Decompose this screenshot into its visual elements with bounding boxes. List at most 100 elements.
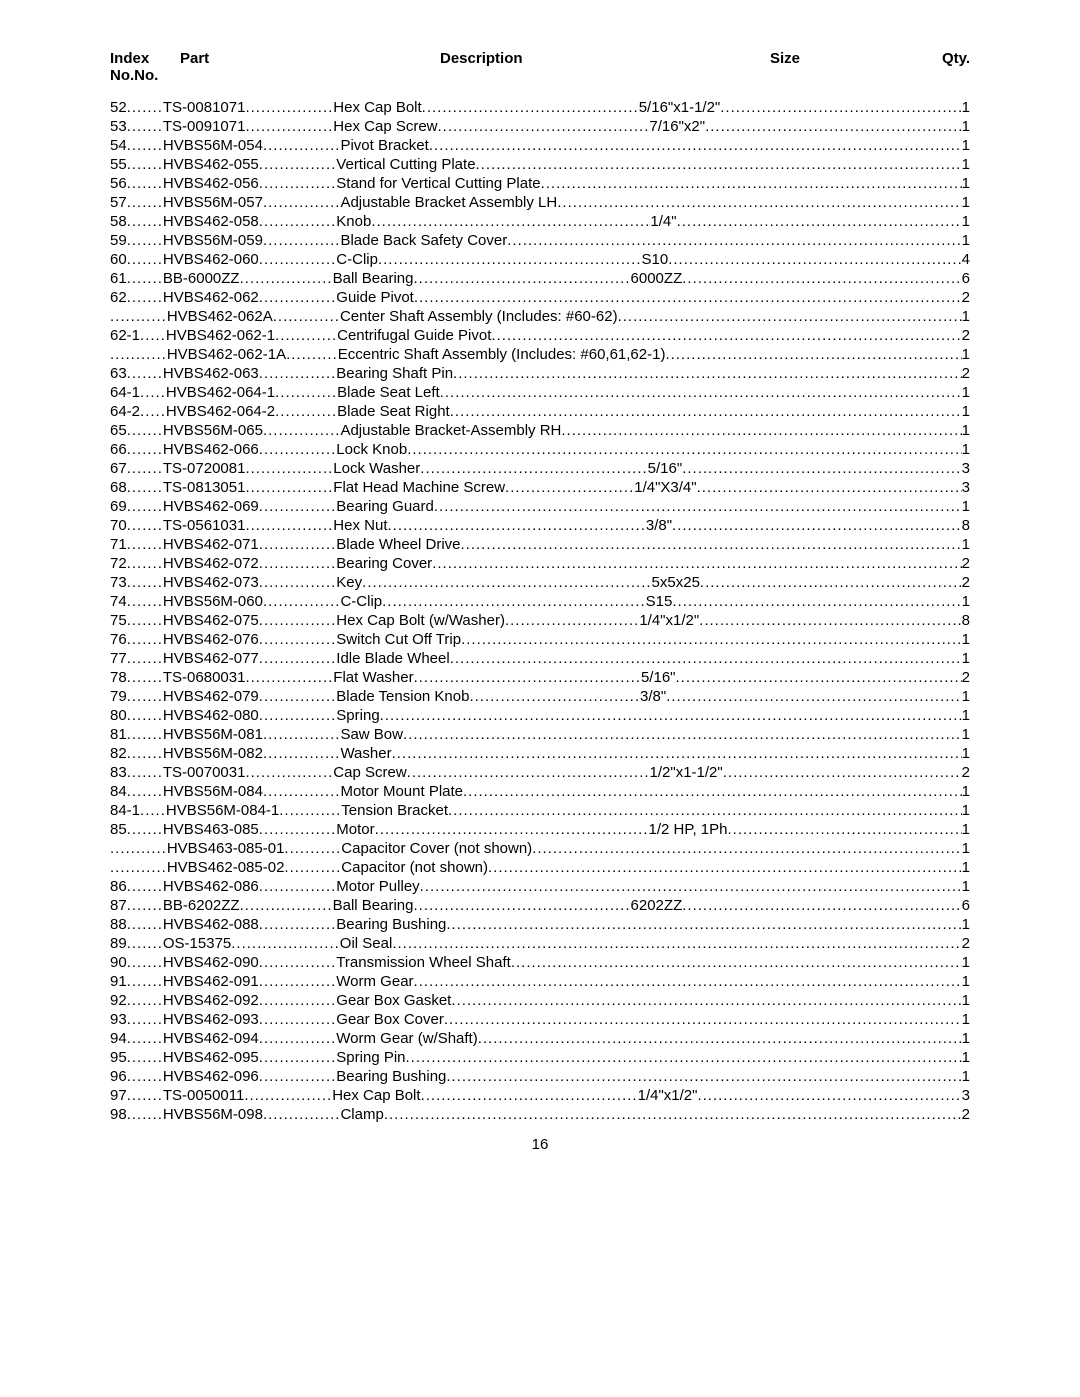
table-row: 66.......HVBS462-066...............Lock …: [110, 440, 970, 459]
cell-size: 3/8": [640, 687, 666, 706]
cell-qty: 1: [962, 953, 970, 972]
dot-leader: ........................................…: [414, 668, 641, 687]
dot-leader: ........................................…: [392, 934, 640, 953]
dot-leader: ...............: [259, 212, 337, 231]
table-row: 63.......HVBS462-063...............Beari…: [110, 364, 970, 383]
cell-part: HVBS462-064-1: [166, 383, 275, 402]
cell-description: Blade Seat Right: [337, 402, 450, 421]
dot-leader: .................................: [469, 687, 640, 706]
cell-description: Pivot Bracket: [340, 136, 428, 155]
dot-leader: ........................................…: [636, 136, 962, 155]
dot-leader: ................................: [461, 630, 626, 649]
cell-description: Adjustable Bracket Assembly LH: [340, 193, 557, 212]
cell-part: HVBS56M-060: [163, 592, 263, 611]
dot-leader: ...............: [263, 1105, 341, 1124]
table-row: 86.......HVBS462-086...............Motor…: [110, 877, 970, 896]
table-row: 90.......HVBS462-090...............Trans…: [110, 953, 970, 972]
table-row: 58.......HVBS462-058...............Knob.…: [110, 212, 970, 231]
table-row: 96.......HVBS462-096...............Beari…: [110, 1067, 970, 1086]
cell-part: HVBS462-062A: [167, 307, 273, 326]
dot-leader: ........................................…: [668, 250, 961, 269]
cell-index: 64-2: [110, 402, 140, 421]
cell-description: Lock Washer: [333, 459, 420, 478]
header-description: Description: [440, 50, 770, 67]
dot-leader: ...............: [259, 174, 337, 193]
table-row: 91.......HVBS462-091...............Worm …: [110, 972, 970, 991]
cell-part: HVBS56M-065: [163, 421, 263, 440]
cell-qty: 1: [962, 706, 970, 725]
table-row: 62.......HVBS462-062...............Guide…: [110, 288, 970, 307]
cell-part: HVBS462-077: [163, 649, 259, 668]
cell-part: HVBS462-080: [163, 706, 259, 725]
cell-qty: 1: [962, 991, 970, 1010]
cell-index: 66: [110, 440, 127, 459]
cell-description: Flat Washer: [333, 668, 413, 687]
cell-qty: 6: [962, 269, 970, 288]
dot-leader: .......: [127, 136, 163, 155]
dot-leader: ...............: [259, 649, 337, 668]
dot-leader: ...............: [259, 288, 337, 307]
cell-description: Bearing Bushing: [336, 915, 446, 934]
dot-leader: ........................................…: [392, 744, 656, 763]
cell-part: HVBS462-058: [163, 212, 259, 231]
dot-leader: .......: [127, 915, 163, 934]
header-size: Size: [770, 50, 920, 67]
table-row: 84.......HVBS56M-084...............Motor…: [110, 782, 970, 801]
dot-leader: ..................................: [453, 364, 629, 383]
cell-qty: 1: [962, 155, 970, 174]
table-row: 62-1.....HVBS462-062-1............Centri…: [110, 326, 970, 345]
dot-leader: ...............: [259, 497, 337, 516]
cell-part: TS-0050011: [163, 1086, 244, 1105]
cell-description: Adjustable Bracket-Assembly RH: [340, 421, 561, 440]
cell-qty: 1: [962, 136, 970, 155]
cell-index: 81: [110, 725, 127, 744]
dot-leader: ........................................…: [727, 820, 961, 839]
cell-index: 75: [110, 611, 127, 630]
dot-leader: ........................................…: [720, 98, 961, 117]
table-row: 52.......TS-0081071.................Hex …: [110, 98, 970, 117]
dot-leader: .......: [127, 706, 163, 725]
cell-size: 5x5x25: [652, 573, 700, 592]
dot-leader: ............: [275, 383, 337, 402]
table-row: 72.......HVBS462-072...............Beari…: [110, 554, 970, 573]
cell-part: HVBS462-063: [163, 364, 259, 383]
dot-leader: .......: [127, 763, 163, 782]
cell-size: 1/4"X3/4": [634, 478, 696, 497]
cell-qty: 2: [962, 288, 970, 307]
cell-qty: 1: [962, 801, 970, 820]
dot-leader: .................: [245, 478, 333, 497]
dot-leader: .........................: [491, 326, 620, 345]
cell-qty: 1: [962, 421, 970, 440]
table-row: 78.......TS-0680031.................Flat…: [110, 668, 970, 687]
dot-leader: ...............: [259, 915, 337, 934]
cell-description: Gear Box Gasket: [336, 991, 451, 1010]
cell-qty: 1: [962, 402, 970, 421]
table-row: 65.......HVBS56M-065...............Adjus…: [110, 421, 970, 440]
table-row: 87.......BB-6202ZZ..................Ball…: [110, 896, 970, 915]
header-part-top: Part: [180, 50, 440, 67]
dot-leader: ........................................…: [413, 896, 630, 915]
dot-leader: .......: [127, 516, 163, 535]
cell-description: Hex Cap Bolt (w/Washer): [336, 611, 505, 630]
dot-leader: .......: [127, 554, 163, 573]
cell-part: TS-0561031: [163, 516, 246, 535]
cell-index: 70: [110, 516, 127, 535]
cell-index: 68: [110, 478, 127, 497]
table-row: 73.......HVBS462-073...............Key..…: [110, 573, 970, 592]
cell-size: S10: [642, 250, 669, 269]
dot-leader: ........................................…: [636, 535, 961, 554]
cell-description: Ball Bearing: [333, 269, 414, 288]
dot-leader: .......: [127, 934, 163, 953]
dot-leader: ........................................…: [682, 459, 961, 478]
dot-leader: ............: [275, 326, 337, 345]
dot-leader: ........................................…: [699, 611, 961, 630]
cell-qty: 1: [962, 174, 970, 193]
dot-leader: .......: [127, 1086, 163, 1105]
dot-leader: ...............: [259, 1048, 337, 1067]
table-row: 71.......HVBS462-071...............Blade…: [110, 535, 970, 554]
cell-index: 62: [110, 288, 127, 307]
dot-leader: ........................................…: [626, 630, 961, 649]
cell-qty: 1: [962, 383, 970, 402]
cell-description: Center Shaft Assembly (Includes: #60-62): [340, 307, 618, 326]
cell-description: Centrifugal Guide Pivot: [337, 326, 491, 345]
